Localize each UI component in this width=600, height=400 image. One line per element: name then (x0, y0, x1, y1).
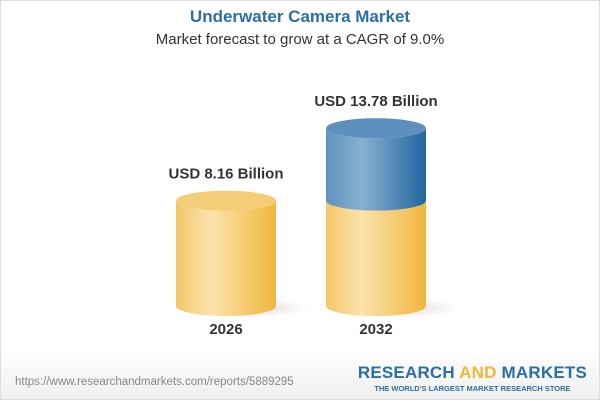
footer: https://www.researchandmarkets.com/repor… (1, 349, 599, 399)
cylinder-chart: USD 8.16 Billion 2026 USD 13.78 Billion 203… (168, 93, 461, 338)
logo-tagline: THE WORLD'S LARGEST MARKET RESEARCH STOR… (374, 384, 571, 393)
research-and-markets-logo: RESEARCH AND MARKETS THE WORLD'S LARGEST… (357, 363, 587, 393)
bar-2026 (176, 200, 276, 316)
category-label: 2026 (209, 321, 242, 338)
bar-2032-base (326, 200, 426, 316)
category-label: 2032 (359, 321, 392, 338)
bar-2032-growth (326, 128, 426, 211)
data-label: USD 8.16 Billion (168, 166, 283, 183)
chart-subtitle: Market forecast to grow at a CAGR of 9.0… (155, 31, 445, 48)
report-url-link[interactable]: https://www.researchandmarkets.com/repor… (15, 376, 294, 388)
bar-2032-growth-top (326, 118, 426, 139)
bar-2026-top (176, 190, 276, 211)
data-label: USD 13.78 Billion (314, 93, 437, 110)
chart-title: Underwater Camera Market (189, 7, 411, 26)
